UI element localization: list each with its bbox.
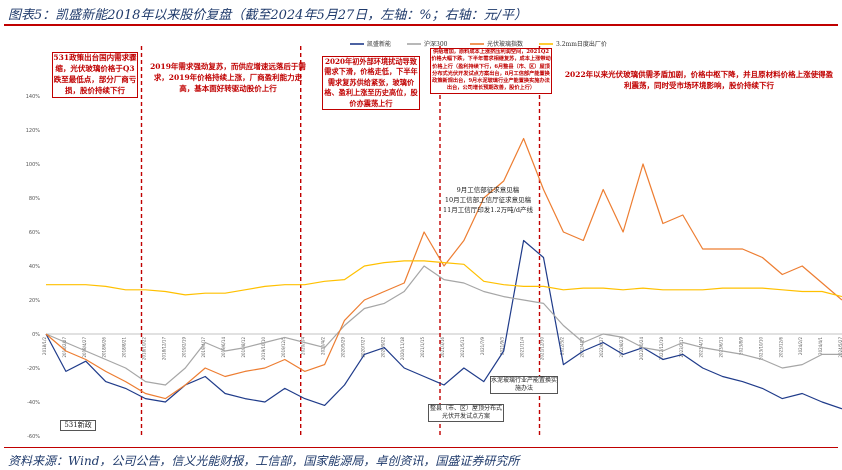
y-tick-label: 120%	[26, 128, 41, 134]
x-tick-label: 2022/8/23	[619, 337, 624, 358]
event-september: 9月工信部征求意见稿	[456, 186, 520, 194]
x-tick-label: 2022/12/19	[659, 337, 664, 361]
y-tick-label: -60%	[27, 434, 40, 440]
annotation-2020: 2020年初外部环境扰动导致需求下滑，价格走低，下半年需求复苏供给紧张，玻璃价格…	[322, 56, 420, 111]
x-tick-label: 2023/12/6	[778, 337, 783, 358]
x-tick-label: 2021/3/16	[440, 337, 445, 358]
event-october: 10月工信部工信厅征求意见稿	[444, 196, 532, 204]
series-line-2	[45, 265, 842, 386]
x-tick-label: 2019/10/10	[261, 337, 266, 361]
legend-label-2: 沪深300	[424, 40, 448, 48]
y-tick-label: -20%	[27, 366, 40, 372]
y-tick-label: 40%	[29, 264, 40, 270]
x-tick-label: 2024/2/2	[798, 337, 803, 355]
x-tick-label: 2022/4/29	[579, 337, 584, 358]
x-tick-label: 2018/6/26	[102, 337, 107, 358]
y-tick-label: 60%	[29, 230, 40, 236]
source-note: 资料来源：Wind，公司公告，信义光能财报，工信部，国家能源局，卓创资讯，国盛证…	[8, 454, 520, 468]
event-county-rooftop: 整县（市、区）屋顶分布式光伏开发试点方案	[428, 404, 504, 423]
chart-title: 图表5：凯盛新能2018年以来股价复盘（截至2024年5月27日，左轴：%；右轴…	[8, 8, 527, 23]
x-tick-label: 2022/3/2	[559, 337, 564, 355]
legend-label-3: 光伏玻璃指数	[487, 40, 523, 48]
x-tick-label: 2021/12/30	[540, 337, 545, 361]
x-tick-label: 2023/2/17	[679, 337, 684, 358]
x-tick-label: 2021/5/13	[460, 337, 465, 358]
x-tick-label: 2020/7/27	[360, 337, 365, 358]
x-tick-label: 2018/2/27	[62, 337, 67, 358]
x-tick-label: 2018/1/2	[42, 337, 47, 355]
x-tick-label: 2018/10/22	[142, 337, 147, 361]
source-rule	[4, 447, 838, 448]
y-tick-label: 80%	[29, 196, 40, 202]
x-tick-label: 2019/4/17	[201, 337, 206, 358]
annotation-531: 531政策出台国内需求骤缩，光伏玻璃价格于Q3跌至最低点，部分厂商亏损，股价持续…	[52, 52, 138, 98]
x-tick-label: 2021/9/3	[500, 337, 505, 355]
y-tick-label: 20%	[29, 298, 40, 304]
x-tick-label: 2020/11/18	[400, 337, 405, 361]
x-tick-label: 2020/5/29	[341, 337, 346, 358]
x-tick-label: 2019/12/5	[281, 337, 286, 358]
annotation-2022: 2022年以来光伏玻璃供需矛盾加剧，价格中枢下降，并且原材料价格上涨使得盈利震荡…	[564, 70, 834, 90]
x-tick-label: 2020/9/22	[380, 337, 385, 358]
x-tick-label: 2021/1/15	[420, 337, 425, 358]
x-tick-label: 2019/2/19	[181, 337, 186, 358]
series-line-3	[45, 137, 842, 400]
x-tick-label: 2018/8/21	[122, 337, 127, 358]
annotation-2021: 供给增加，原料成本上涨挤压利润空间，2021Q2价格大幅下跌，下半年需求相继复苏…	[430, 48, 552, 94]
event-cement-glass: 水泥玻璃行业产能置换实施办法	[490, 376, 558, 395]
x-tick-label: 2020/2/4	[301, 337, 306, 355]
y-tick-label: 140%	[26, 94, 41, 100]
event-531: 531新政	[60, 420, 96, 432]
title-rule	[4, 24, 838, 26]
x-tick-label: 2021/11/4	[520, 337, 525, 358]
annotation-2019: 2019年需求强劲复苏，而供应增速远落后于需求，2019年价格持续上涨，厂商盈利…	[150, 62, 306, 93]
x-tick-label: 2024/5/27	[838, 337, 842, 358]
y-tick-label: 100%	[26, 162, 41, 168]
x-tick-label: 2020/4/2	[321, 337, 326, 355]
x-tick-label: 2024/4/1	[818, 337, 823, 355]
legend-label-4: 3.2mm日度出厂价	[556, 40, 607, 48]
x-tick-label: 2023/10/10	[758, 337, 763, 361]
x-tick-label: 2021/7/9	[480, 337, 485, 355]
x-tick-label: 2022/6/27	[599, 337, 604, 358]
event-november: 11月工信厅印发1.2万吨/d产线	[443, 206, 533, 214]
x-tick-label: 2023/6/13	[719, 337, 724, 358]
x-tick-label: 2018/4/27	[82, 337, 87, 358]
series-line-4	[46, 260, 842, 298]
x-tick-label: 2023/8/9	[739, 337, 744, 355]
y-tick-label: 0%	[32, 332, 40, 338]
y-tick-label: -40%	[27, 400, 40, 406]
x-tick-label: 2018/12/17	[161, 337, 166, 361]
legend-label-1: 凯盛新能	[367, 40, 391, 48]
series-line-1	[45, 239, 842, 410]
x-tick-label: 2019/6/14	[221, 337, 226, 358]
x-tick-label: 2019/8/12	[241, 337, 246, 358]
